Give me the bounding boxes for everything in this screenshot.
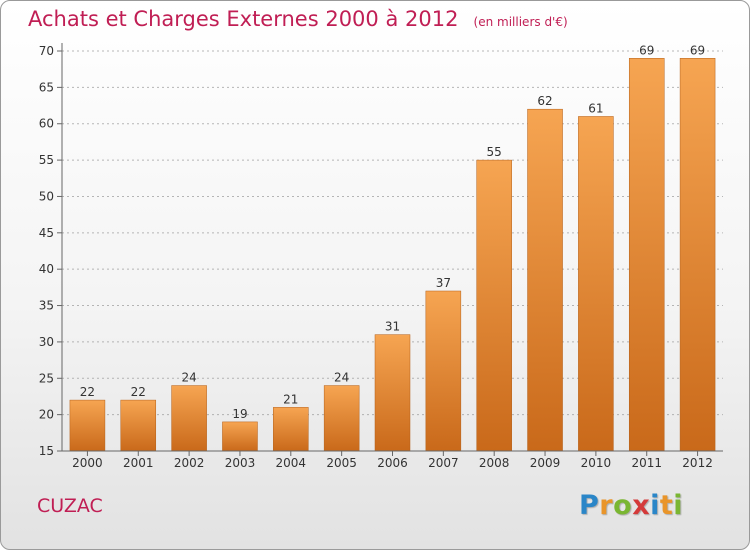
bar	[120, 399, 157, 452]
x-tick-label: 2008	[479, 456, 510, 470]
chart-title: Achats et Charges Externes 2000 à 2012	[28, 7, 459, 31]
bar	[527, 108, 563, 452]
x-tick-label: 2010	[581, 456, 612, 470]
y-tick-label: 45	[39, 226, 54, 240]
axes	[57, 43, 723, 456]
commune-name: CUZAC	[37, 495, 103, 517]
bar	[273, 407, 309, 452]
y-tick-label: 15	[39, 444, 54, 458]
chart-unit: (en milliers d'€)	[473, 15, 568, 29]
y-tick-label: 55	[39, 153, 54, 167]
bar	[323, 385, 360, 452]
logo-letter: P	[579, 490, 600, 521]
x-tick-label: 2009	[530, 456, 561, 470]
logo-letter: i	[650, 490, 660, 521]
y-tick-label: 20	[39, 408, 54, 422]
bar	[69, 399, 106, 452]
bar	[374, 334, 411, 452]
data-label: 19	[232, 407, 247, 421]
x-tick-label: 2000	[72, 456, 103, 470]
y-tick-label: 25	[39, 371, 54, 385]
bar	[578, 116, 614, 452]
x-tick-label: 2012	[682, 456, 713, 470]
y-tick-label: 65	[39, 80, 54, 94]
data-label: 21	[283, 392, 298, 406]
data-label: 55	[487, 145, 502, 159]
y-tick-label: 35	[39, 299, 54, 313]
data-label: 37	[436, 276, 451, 290]
logo-letter: i	[673, 490, 684, 521]
y-tick-label: 40	[39, 262, 54, 276]
x-tick-label: 2005	[326, 456, 357, 470]
data-label: 24	[181, 371, 196, 385]
bar	[222, 421, 258, 452]
x-tick-label: 2002	[174, 456, 205, 470]
logo-letter: t	[659, 490, 674, 521]
x-tick-label: 2006	[377, 456, 408, 470]
proxiti-logo: Proxiti	[579, 490, 683, 521]
y-tick-label: 50	[39, 189, 54, 203]
y-tick-label: 60	[39, 117, 54, 131]
x-tick-label: 2003	[225, 456, 256, 470]
title-row: Achats et Charges Externes 2000 à 2012 (…	[28, 7, 568, 31]
y-tick-label: 70	[39, 44, 54, 58]
data-label: 69	[690, 43, 705, 57]
y-tick-label: 30	[39, 335, 54, 349]
bar	[171, 385, 207, 452]
logo-letter: x	[632, 490, 651, 521]
logo-letter: o	[613, 490, 633, 521]
data-label: 24	[334, 371, 349, 385]
logo-letter: r	[599, 490, 614, 521]
x-tick-label: 2011	[631, 456, 662, 470]
bars	[69, 58, 716, 452]
data-label: 62	[537, 94, 552, 108]
data-label: 69	[639, 43, 654, 57]
data-label: 22	[131, 385, 146, 399]
bar	[679, 58, 716, 452]
bar	[628, 58, 665, 452]
x-tick-label: 2001	[123, 456, 154, 470]
data-label: 61	[588, 101, 603, 115]
data-label: 31	[385, 320, 400, 334]
data-labels: 15 20 25 30 35 40 45 50 55 60 65 70 22 2000 22 2001 24 20…	[39, 43, 713, 470]
bar	[476, 159, 512, 452]
x-tick-label: 2007	[428, 456, 459, 470]
bar	[425, 290, 462, 452]
x-tick-label: 2004	[276, 456, 307, 470]
data-label: 22	[80, 385, 95, 399]
